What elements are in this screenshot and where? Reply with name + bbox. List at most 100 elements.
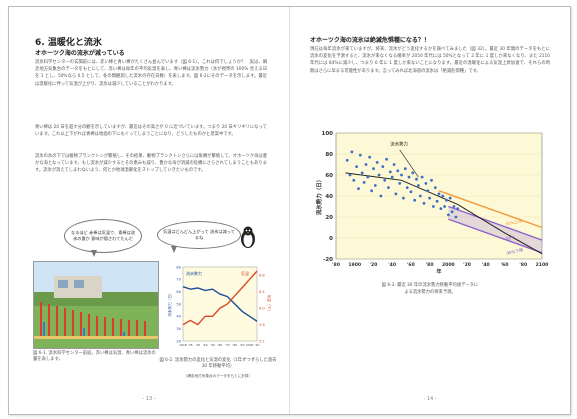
fig3-data-point (379, 194, 383, 198)
fig-6-3-caption-line-1: 図 6-3. 最近 30 年の流氷勢力移動平均値データに (381, 283, 479, 288)
speech-bubble-1-text: なるほど 赤棒は気温で、青棒は流氷の量か 意味が隠されてたんだ (71, 230, 135, 241)
fig3-annotation-arrow (399, 149, 419, 178)
fig2-xtick: '25 (188, 343, 193, 347)
fig-6-1-photo (33, 261, 159, 349)
fig3-data-point (432, 205, 435, 208)
right-page: オホーツク海の流氷は絶滅危惧種になる？！ 現在は毎年流氷が来ていますが、将来、流… (290, 7, 570, 414)
fig3-data-point (398, 182, 402, 185)
fig3-data-point (433, 186, 437, 189)
fig3-band-line (448, 205, 543, 241)
fig2-xtick: '30 (195, 343, 200, 347)
fig2-ytick-right: 6.4 (259, 290, 265, 294)
fig3-xlabel: 年 (436, 268, 441, 275)
fig2-xtick: '10 (255, 343, 260, 347)
bubble-tail-1 (91, 250, 97, 257)
right-paragraph-1: 現在は毎年流氷が来ていますが、将来、流氷がどう変化するかを調べてみました（図 3… (310, 47, 550, 74)
fig3-data-point (362, 181, 366, 184)
fig3-band-label: 95%上限 (505, 217, 523, 226)
fig-6-3-chart: -20 0 20 40 60 80 100 '80 1900 '20 '40 '60 '80 2000 '2… (315, 131, 549, 275)
fig3-data-point (420, 175, 424, 179)
fig2-xtick: '50 (210, 343, 215, 347)
fig2-ytick-left: 60 (176, 290, 181, 294)
fig2-xtick: 2000 (246, 343, 254, 347)
fig3-xtick: '20 (463, 262, 471, 268)
fig3-data-point (411, 171, 415, 175)
fig2-xtick: 1918 (179, 343, 187, 347)
speech-bubble-1: なるほど 赤棒は気温で、青棒は流氷の量か 意味が隠されてたんだ (64, 219, 142, 253)
fig3-data-point (402, 196, 405, 200)
fig3-xtick: 2100 (536, 262, 549, 268)
fig3-data-point (357, 187, 360, 190)
fig3-data-point (422, 201, 426, 205)
fig3-data-point (430, 178, 433, 182)
fig3-data-point (452, 205, 456, 208)
fig3-xtick: '80 (519, 262, 527, 268)
fig-6-1-caption: 図 6-1. 流氷科学センター前庭。赤い棒は気温、青い棒は流氷の量を表します。 (33, 351, 156, 363)
fig3-data-point (375, 161, 379, 164)
fig2-xtick: '60 (218, 343, 223, 347)
fig3-data-point (364, 163, 368, 166)
fig3-data-point (445, 198, 448, 202)
book-spread: 6. 温暖化と流氷 オホーツク海の流氷が減っている 流氷科学センターの玄関前には… (8, 6, 571, 415)
fig3-data-point (373, 184, 377, 187)
page-number-right: - 14 - (423, 396, 437, 402)
fig3-xtick: '80 (426, 262, 434, 268)
fig3-data-point (415, 177, 418, 181)
fig3-data-point (413, 198, 417, 202)
fig2-ytick-right: 6.0 (259, 306, 265, 310)
fig3-data-point (383, 178, 387, 182)
fig2-ytick-right: 5.6 (259, 323, 265, 327)
fig-6-2-note: （網走地方気象台のデータをもとに計算） (183, 374, 253, 378)
fig2-legend-ice: 流氷勢力 (186, 270, 202, 276)
fig3-ytick: -20 (323, 257, 333, 263)
left-paragraph-1: 流氷科学センターの玄関前には、赤い棒と青い棒がたくさん並んでいます（図 6-1）… (35, 60, 267, 87)
fig3-data-point (394, 192, 398, 196)
fig3-data-point (428, 196, 431, 200)
fig2-plot-area (182, 266, 258, 342)
fig3-data-point (387, 186, 390, 189)
fig3-data-point (372, 167, 375, 171)
fig2-ylabel-right: 気温（℃） (267, 295, 271, 313)
fig3-band-label: 95%下限 (506, 246, 524, 255)
fig3-data-point (368, 155, 372, 159)
fig3-data-point (450, 210, 454, 214)
right-subhead: オホーツク海の流氷は絶滅危惧種になる？！ (310, 37, 430, 44)
fig2-series-line (182, 286, 258, 322)
fig3-ytick: 100 (322, 131, 334, 137)
fig3-data-point (348, 173, 352, 177)
fig3-data-point (345, 158, 349, 162)
fig2-ytick-left: 80 (176, 265, 181, 269)
fig3-data-point (350, 150, 354, 154)
fig3-data-point (392, 163, 396, 166)
fig3-data-point (424, 182, 428, 185)
fig2-ytick-right: 5.2 (259, 339, 265, 343)
fig3-xtick: '60 (407, 262, 415, 268)
speech-bubble-2-text: 気温はどんどん上がって 流氷は減ってるね (163, 229, 235, 240)
fig3-data-point (377, 173, 381, 177)
fig3-data-point (439, 207, 443, 210)
fig3-data-point (385, 157, 388, 161)
fig3-data-point (370, 189, 373, 193)
page-number-left: - 13 - (142, 396, 156, 402)
fig3-band-line (438, 190, 543, 229)
fig3-data-point (447, 213, 450, 217)
fig3-band-line (448, 218, 543, 254)
fig2-series-line (182, 270, 258, 326)
fig3-annotation: 流氷勢力 (390, 141, 408, 148)
fig2-xtick: '70 (225, 343, 230, 347)
fig3-data-point (418, 194, 422, 198)
fig2-ytick-left: 40 (176, 315, 181, 319)
fig3-data-point (417, 184, 420, 187)
fig3-data-point (381, 165, 385, 168)
fig3-band-label: 50% (506, 234, 516, 241)
fig3-xtick: '40 (388, 262, 396, 268)
fig3-data-point (454, 215, 458, 219)
fig3-data-point (443, 205, 446, 208)
fig3-data-point (448, 196, 452, 200)
fig3-data-point (366, 175, 370, 179)
fig3-data-point (437, 192, 441, 196)
fig3-data-point (441, 194, 445, 198)
fig3-data-point (360, 171, 364, 175)
fig3-data-point (407, 175, 411, 179)
fig2-ytick-right: 6.8 (259, 274, 265, 278)
